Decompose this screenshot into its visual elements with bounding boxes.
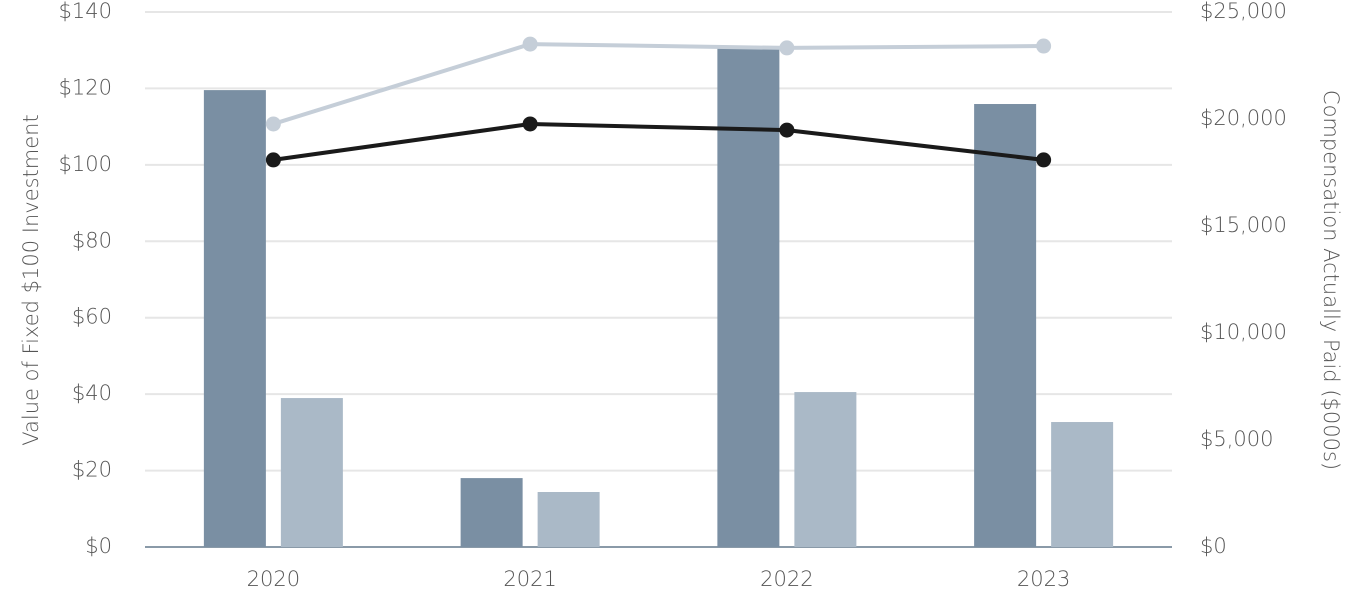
bar [280,398,343,547]
y-tick-label: $20 [72,458,112,482]
y2-tick-label: $0 [1200,534,1227,558]
line-point [522,116,538,132]
y-tick-label: $80 [72,228,112,252]
y-tick-label: $0 [85,534,112,558]
bar [717,47,780,547]
bar [974,104,1037,548]
line [272,42,1044,126]
x-tick-label: 2020 [247,567,300,591]
y-tick-label: $60 [72,305,112,329]
x-tick-label: 2021 [503,567,556,591]
bar [203,90,266,548]
x-tick-label: 2023 [1017,567,1070,591]
y2-tick-label: $25,000 [1200,0,1287,23]
y-axis-title: Value of Fixed $100 Investment [19,114,43,445]
y-tick-label: $100 [59,152,112,176]
y2-axis-title: Compensation Actually Paid ($000s) [1319,90,1343,470]
bar [1051,422,1114,547]
bar [794,392,857,547]
line-point [265,116,281,132]
line-point [779,122,795,138]
bar [460,478,523,547]
line-point [265,152,281,168]
y2-tick-label: $15,000 [1200,213,1287,237]
y2-tick-label: $5,000 [1200,427,1273,451]
x-tick-label: 2022 [760,567,813,591]
y2-tick-label: $20,000 [1200,106,1287,130]
line-point [779,40,795,56]
y-tick-label: $140 [59,0,112,23]
y2-tick-label: $10,000 [1200,320,1287,344]
bar [537,492,600,547]
y-tick-label: $40 [72,381,112,405]
line-point [1036,152,1052,168]
y-tick-label: $120 [59,75,112,99]
line-point [1036,38,1052,54]
line-point [522,36,538,52]
line [273,121,1044,162]
